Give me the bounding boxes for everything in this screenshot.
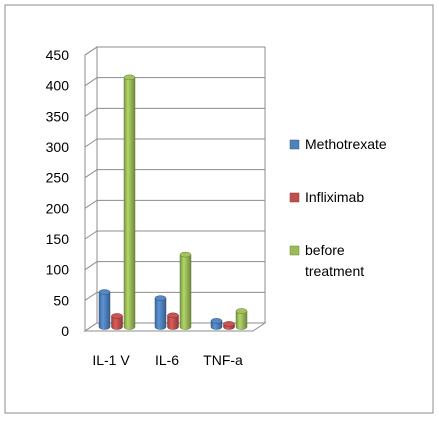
- y-axis-tick-labels: 0 50 100 150 200 250 300 350 400 450: [46, 47, 70, 339]
- legend-item-methotrexate: Methotrexate: [289, 136, 387, 152]
- bar-before-treatment-tnf-a: [235, 308, 248, 330]
- bar-top-cap: [210, 318, 223, 324]
- gridline: [84, 77, 265, 87]
- bar-body: [123, 77, 136, 330]
- bar-body: [154, 297, 167, 330]
- y-tick-label: 250: [46, 170, 70, 186]
- bar-before-treatment-il-6: [179, 251, 192, 330]
- bars: [98, 74, 248, 330]
- y-tick-label: 150: [46, 231, 70, 247]
- y-tick-label: 400: [46, 78, 70, 94]
- gridline: [84, 107, 265, 117]
- bar-top-cap: [167, 312, 179, 319]
- gridline: [84, 230, 265, 240]
- bar-body: [179, 254, 192, 330]
- gridline: [84, 261, 265, 271]
- bar-top-cap: [235, 308, 248, 314]
- legend-swatch: [289, 139, 300, 150]
- gridlines: [84, 46, 265, 332]
- y-tick-label: 200: [46, 200, 70, 216]
- y-tick-label: 450: [46, 47, 70, 63]
- legend-swatch: [289, 192, 300, 203]
- bar-top-cap: [179, 251, 192, 258]
- y-tick-label: 50: [53, 292, 69, 308]
- gridline: [84, 291, 265, 301]
- legend: Methotrexate Infliximab before treatment: [289, 136, 387, 279]
- legend-item-before-treatment: before treatment: [289, 242, 364, 279]
- bar-body: [167, 315, 179, 330]
- bar-infliximab-il-6: [167, 312, 179, 330]
- legend-swatch: [289, 245, 300, 256]
- bar-body: [235, 310, 248, 330]
- bar-top-cap: [98, 289, 111, 295]
- bar-body: [98, 291, 111, 330]
- x-category-label: TNF-a: [203, 352, 243, 368]
- bar-infliximab-tnf-a: [223, 321, 235, 330]
- x-category-label: IL-1 V: [92, 352, 130, 368]
- bar-top-cap: [223, 321, 235, 327]
- x-category-label: IL-6: [155, 352, 179, 368]
- legend-label: before: [305, 242, 345, 258]
- bar-methotrexate-il-6: [154, 295, 167, 330]
- y-tick-label: 0: [61, 323, 69, 339]
- bar-top-cap: [154, 295, 167, 301]
- back-wall: [84, 46, 266, 332]
- bar-infliximab-il-1-v: [111, 313, 123, 330]
- bar-top-cap: [111, 313, 123, 319]
- bar-top-cap: [123, 74, 136, 81]
- y-tick-label: 300: [46, 139, 70, 155]
- gridline: [84, 138, 265, 148]
- legend-label: treatment: [305, 263, 364, 279]
- x-axis-category-labels: IL-1 V IL-6 TNF-a: [92, 352, 243, 368]
- bar-methotrexate-il-1-v: [98, 289, 111, 330]
- plot-side-wall: [84, 46, 98, 332]
- bar-body: [111, 315, 123, 330]
- y-tick-label: 350: [46, 108, 70, 124]
- gridline: [84, 199, 265, 209]
- gridline: [84, 169, 265, 179]
- bar-methotrexate-tnf-a: [210, 318, 223, 330]
- y-tick-label: 100: [46, 262, 70, 278]
- bar-before-treatment-il-1-v: [123, 74, 136, 330]
- legend-item-infliximab: Infliximab: [289, 189, 364, 205]
- legend-label: Methotrexate: [305, 136, 387, 152]
- legend-label: Infliximab: [305, 189, 364, 205]
- gridline: [84, 46, 265, 56]
